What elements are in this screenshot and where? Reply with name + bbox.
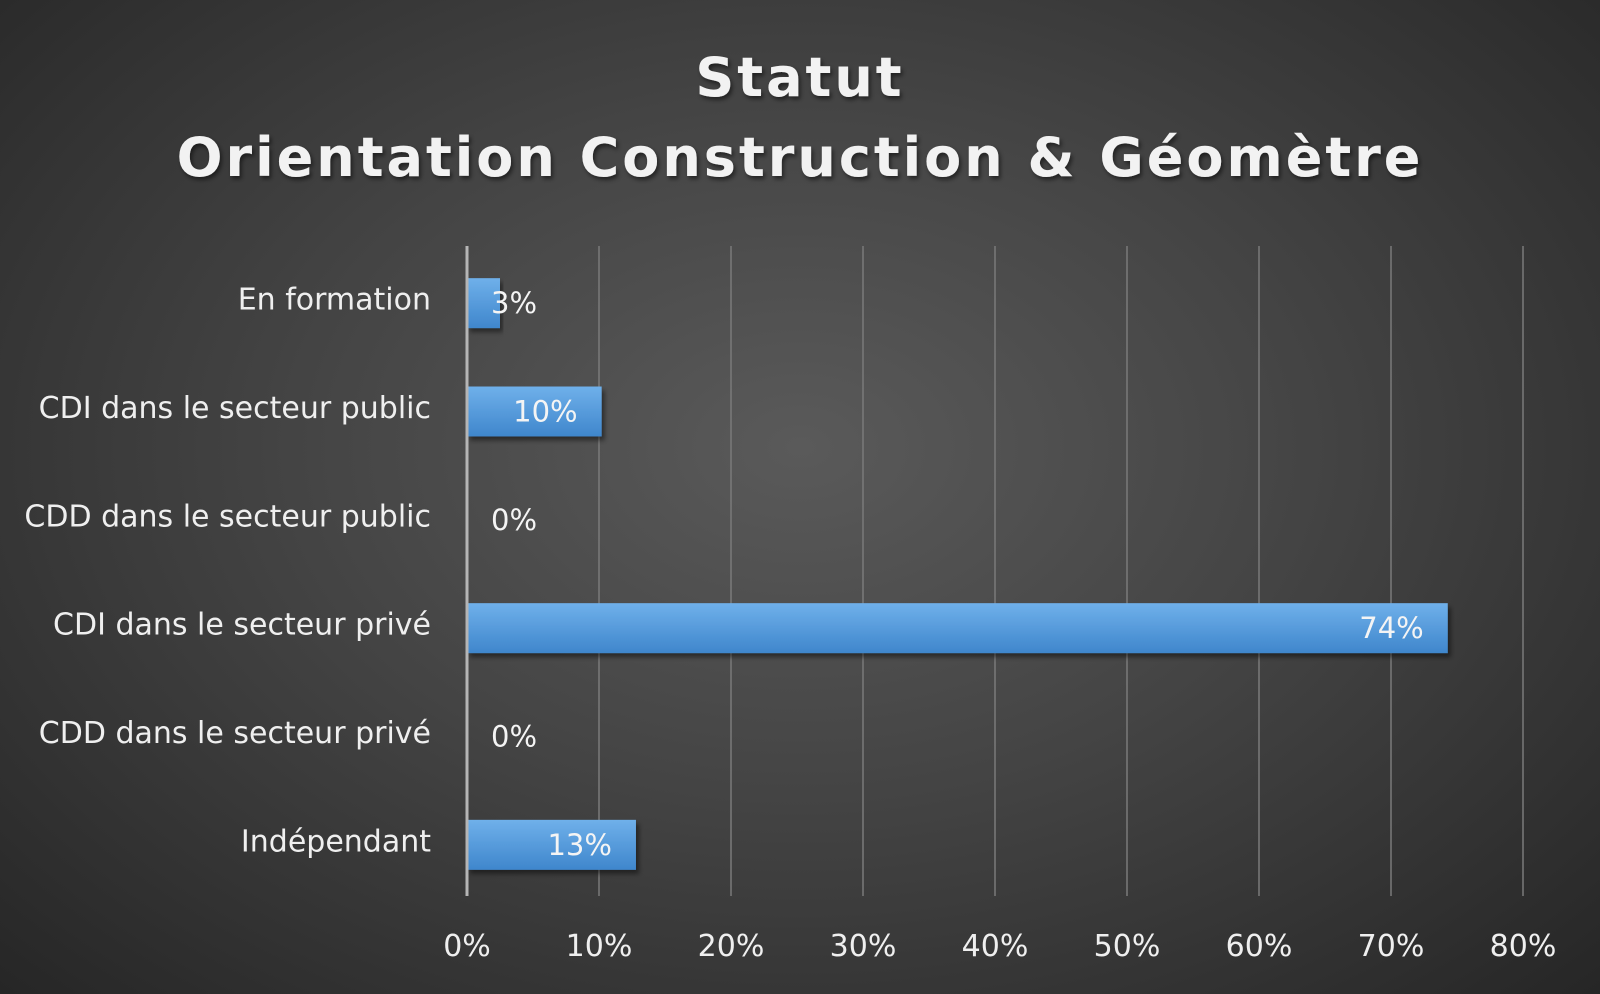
x-axis-tick-labels: 0% 10% 20% 30% 40% 50% 60% 70% 80% <box>443 929 1556 964</box>
category-label: CDD dans le secteur privé <box>39 716 431 751</box>
bar <box>467 603 1448 654</box>
x-tick-label: 50% <box>1094 929 1161 964</box>
category-label: Indépendant <box>241 824 431 859</box>
x-tick-label: 60% <box>1226 929 1293 964</box>
category-label: CDI dans le secteur public <box>39 391 431 426</box>
bar <box>467 386 602 437</box>
data-label: 13% <box>547 828 611 862</box>
x-tick-label: 30% <box>830 929 897 964</box>
data-label: 74% <box>1359 611 1423 645</box>
category-label: CDD dans le secteur public <box>24 499 431 534</box>
data-label: 3% <box>491 286 537 320</box>
x-tick-label: 10% <box>566 929 633 964</box>
data-label: 0% <box>491 720 537 754</box>
x-tick-label: 20% <box>698 929 765 964</box>
category-labels: En formation CDI dans le secteur public CD… <box>24 283 431 860</box>
x-tick-label: 70% <box>1358 929 1425 964</box>
category-label: En formation <box>238 283 431 318</box>
bar <box>467 278 500 329</box>
chart-title: Statut Orientation Construction & Géomèt… <box>177 46 1424 189</box>
data-label: 10% <box>513 395 577 429</box>
x-tick-label: 40% <box>962 929 1029 964</box>
gridlines <box>598 246 1524 896</box>
data-label: 0% <box>491 503 537 537</box>
x-tick-label: 0% <box>443 929 491 964</box>
chart-title-line-2: Orientation Construction & Géomètre <box>177 126 1424 189</box>
bars <box>467 278 1448 870</box>
chart-title-line-1: Statut <box>695 46 904 109</box>
category-label: CDI dans le secteur privé <box>53 608 431 643</box>
x-tick-label: 80% <box>1490 929 1557 964</box>
data-labels: 3% 10% 0% 74% 0% 13% <box>491 286 1424 862</box>
bar <box>467 819 636 870</box>
